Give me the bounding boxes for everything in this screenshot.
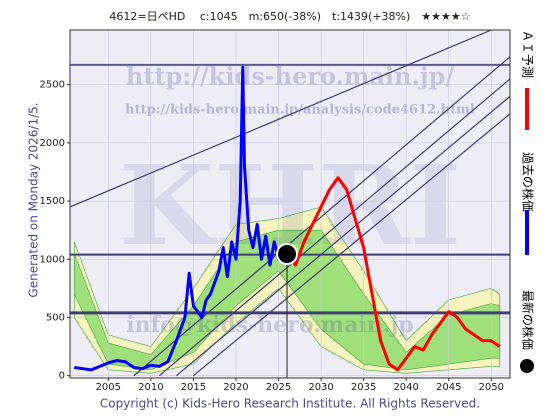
x-tick-label: 2030 <box>308 382 333 393</box>
y-tick-label: 2500 <box>40 80 65 91</box>
trend-line <box>158 78 510 377</box>
x-tick-label: 2025 <box>266 382 291 393</box>
y-tick-label: 2000 <box>40 138 65 149</box>
y-tick-label: 1000 <box>40 254 65 265</box>
x-tick-label: 2040 <box>393 382 418 393</box>
generated-label: Generated on Monday 2026/1/5. <box>27 102 41 297</box>
series-line <box>74 65 288 372</box>
watermark: info@kids-hero.main.jp <box>126 312 413 338</box>
legend-label: 最新の株価 <box>521 290 536 350</box>
trend-line <box>133 56 510 377</box>
trend-line <box>175 95 510 377</box>
footer: Copyright (c) Kids-Hero Research Institu… <box>100 397 480 411</box>
x-tick-label: 2010 <box>138 382 163 393</box>
x-tick-label: 2020 <box>223 382 248 393</box>
trend-line <box>193 113 510 377</box>
x-tick-label: 2015 <box>181 382 206 393</box>
y-tick-label: 0 <box>59 371 65 382</box>
x-tick-label: 2045 <box>436 382 461 393</box>
plot-frame <box>69 29 511 379</box>
legend-label: 過去の株価 <box>521 152 536 212</box>
latest-point <box>276 243 299 266</box>
legend-label: ＡＩ予測 <box>521 30 535 78</box>
y-tick-label: 500 <box>46 312 65 323</box>
trend-line <box>70 30 492 208</box>
plot-area: http://kids-hero.main.jp/http://kids-her… <box>70 30 510 378</box>
x-tick-label: 2035 <box>351 382 376 393</box>
series-line <box>285 176 501 372</box>
x-tick-label: 2005 <box>96 382 121 393</box>
chart-title: 4612=日ペHD c:1045 m:650(-38%) t:1439(+38%… <box>109 10 470 23</box>
watermark: http://kids-hero.main.jp/ <box>126 62 454 91</box>
legend-marker <box>520 359 534 373</box>
x-tick-label: 2050 <box>479 382 504 393</box>
y-tick-label: 1500 <box>40 196 65 207</box>
